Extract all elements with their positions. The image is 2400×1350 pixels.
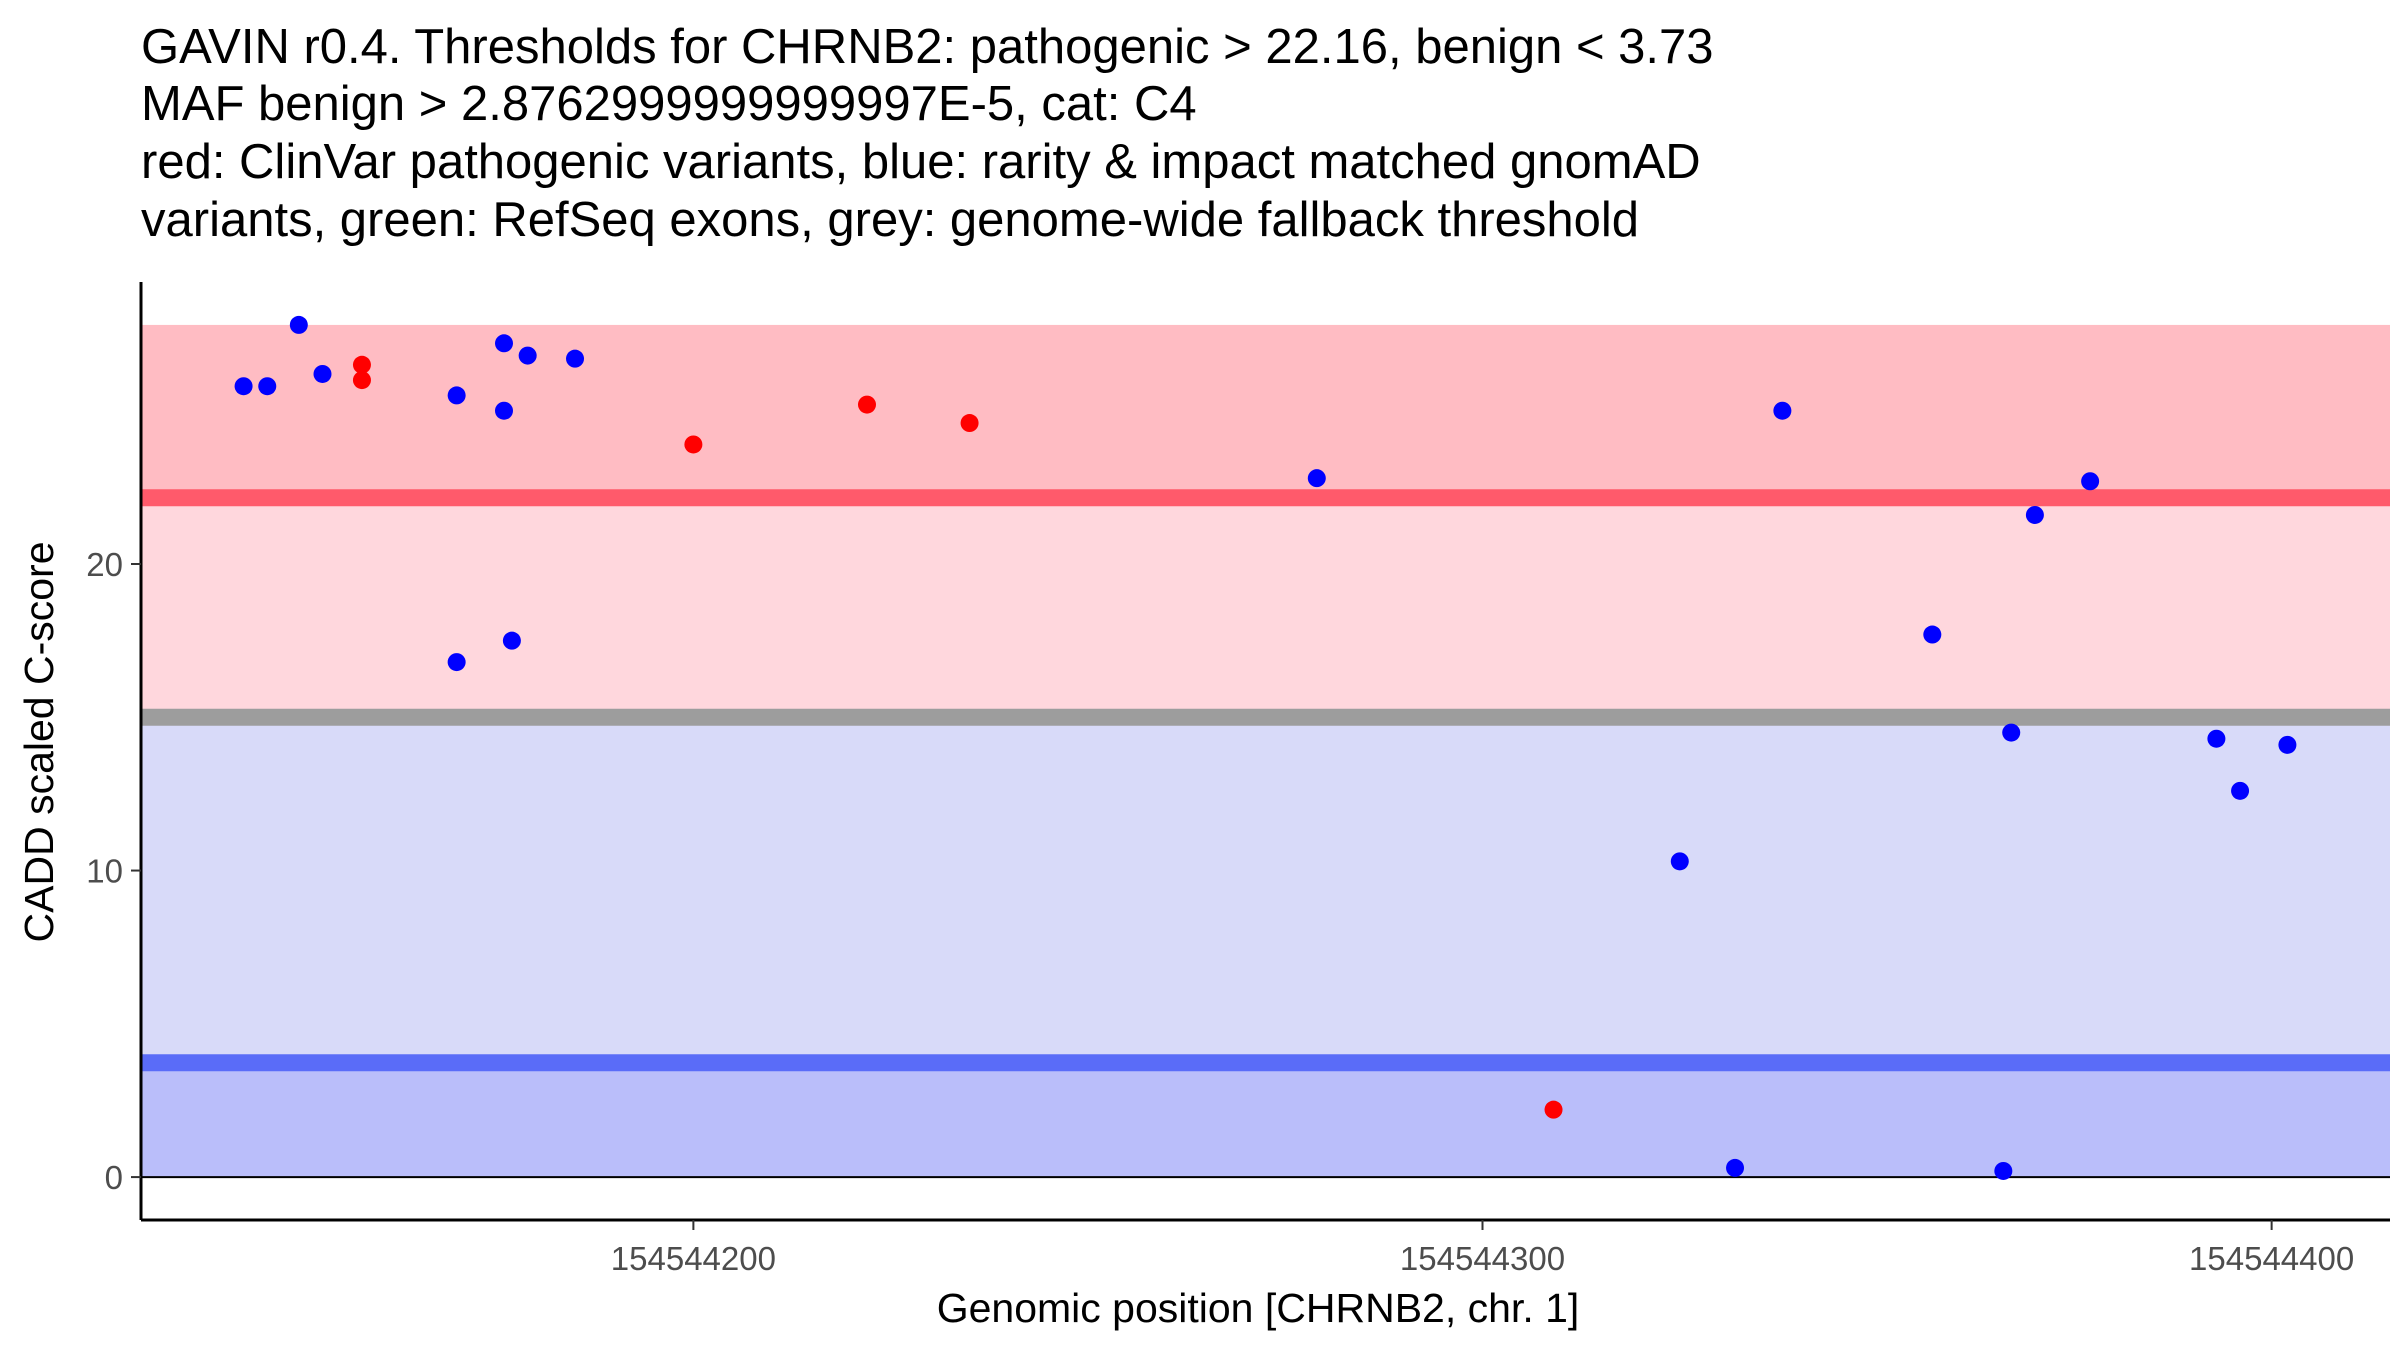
benign-band <box>141 1062 2390 1178</box>
gnomad-variant-point <box>566 349 585 368</box>
x-tick-label: 154544300 <box>1400 1240 1565 1277</box>
gnomad-variant-point <box>2207 729 2226 748</box>
title-line: GAVIN r0.4. Thresholds for CHRNB2: patho… <box>141 20 1714 74</box>
axes: 0 10 20 154544200 154544300 154544400 <box>86 282 2390 1277</box>
gnomad-variant-point <box>2231 781 2250 800</box>
gnomad-variant-point <box>1307 469 1326 488</box>
title-line: variants, green: RefSeq exons, grey: gen… <box>141 193 1639 247</box>
gnomad-variant-point <box>494 401 513 420</box>
vus-upper-band <box>141 497 2390 718</box>
gnomad-variant-point <box>447 653 466 672</box>
y-axis-title: CADD scaled C-score <box>16 542 62 943</box>
gnomad-variant-point <box>313 364 332 383</box>
gnomad-variant-point <box>1923 625 1942 644</box>
gnomad-variant-point <box>258 377 277 396</box>
vus-lower-band <box>141 717 2390 1063</box>
gnomad-variant-point <box>518 346 537 365</box>
title-line: MAF benign > 2.8762999999999997E-5, cat:… <box>141 77 1197 131</box>
pathogenic-band <box>141 324 2390 498</box>
gnomad-variant-point <box>289 315 308 334</box>
gnomad-variant-point <box>1994 1161 2013 1180</box>
clinvar-pathogenic-point <box>684 435 703 454</box>
gnomad-variant-point <box>2002 723 2021 742</box>
gnomad-variant-point <box>2278 735 2297 754</box>
gnomad-variant-point <box>234 377 253 396</box>
x-tick-label: 154544400 <box>2189 1240 2354 1277</box>
clinvar-pathogenic-point <box>352 371 371 390</box>
data-points <box>234 315 2297 1180</box>
gnomad-variant-point <box>447 386 466 405</box>
clinvar-pathogenic-point <box>960 414 979 433</box>
gnomad-variant-point <box>2025 505 2044 524</box>
y-tick-label: 10 <box>86 853 123 890</box>
clinvar-pathogenic-point <box>352 355 371 374</box>
x-axis-title: Genomic position [CHRNB2, chr. 1] <box>937 1285 1580 1331</box>
gnomad-variant-point <box>1773 401 1792 420</box>
threshold-bands <box>141 324 2390 1178</box>
clinvar-pathogenic-point <box>1544 1100 1563 1119</box>
gnomad-variant-point <box>1670 852 1689 871</box>
y-tick-label: 0 <box>105 1159 123 1196</box>
chart-title: GAVIN r0.4. Thresholds for CHRNB2: patho… <box>141 20 1714 247</box>
y-tick-label: 20 <box>86 546 123 583</box>
x-tick-label: 154544200 <box>611 1240 776 1277</box>
gnomad-variant-point <box>494 334 513 353</box>
gnomad-variant-point <box>2081 472 2100 491</box>
clinvar-pathogenic-point <box>857 395 876 414</box>
title-line: red: ClinVar pathogenic variants, blue: … <box>141 135 1701 189</box>
gnomad-variant-point <box>502 631 521 650</box>
gnomad-variant-point <box>1726 1158 1745 1177</box>
threshold-lines <box>141 489 2390 1179</box>
